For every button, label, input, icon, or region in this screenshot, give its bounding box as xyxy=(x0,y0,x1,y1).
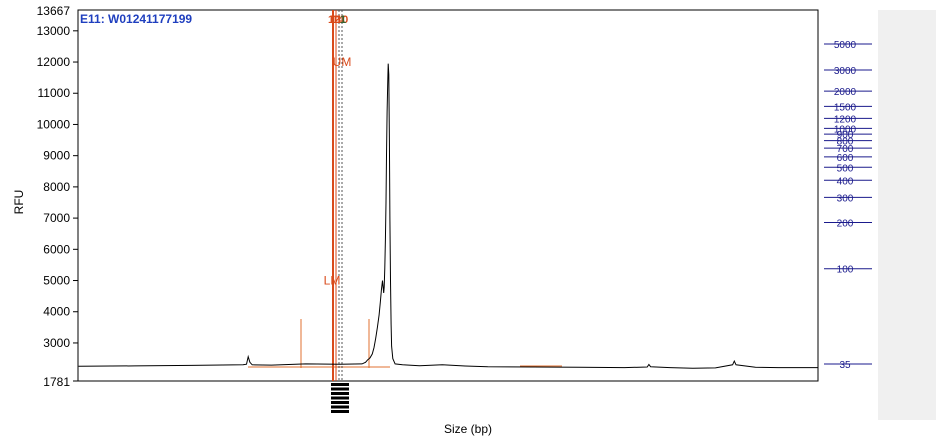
ladder-label: 800 xyxy=(837,137,854,148)
ladder-label: 500 xyxy=(837,163,854,174)
y-max-label: 13667 xyxy=(37,4,71,18)
ladder-label: 400 xyxy=(837,176,854,187)
peak-number-label: 14 xyxy=(332,14,345,26)
y-tick-label: 3000 xyxy=(43,336,70,350)
series-line xyxy=(78,63,818,369)
ladder-label: 700 xyxy=(837,144,854,155)
peak-number-label: 12 xyxy=(328,14,340,26)
ladder-label: 200 xyxy=(837,219,854,230)
y-min-label: 1781 xyxy=(43,375,70,389)
ladder-label: 35 xyxy=(839,360,851,371)
y-tick-label: 6000 xyxy=(43,242,70,256)
x-tick-label-cluster xyxy=(331,401,349,404)
y-tick-label: 7000 xyxy=(43,211,70,225)
x-tick-label-cluster xyxy=(331,410,349,413)
peak-number-label: 1 xyxy=(340,14,346,26)
peak-number-label: 10 xyxy=(336,14,348,26)
ladder-label: 1500 xyxy=(834,102,857,113)
y-tick-label: 10000 xyxy=(37,117,71,131)
marker-label-lm: LM xyxy=(324,274,341,288)
ladder-label: 5000 xyxy=(834,40,857,51)
y-tick-label: 13000 xyxy=(37,24,71,38)
ladder-label: 1000 xyxy=(834,124,857,135)
side-panel xyxy=(878,10,936,420)
ladder-label: 100 xyxy=(837,265,854,276)
ladder-label: 600 xyxy=(837,153,854,164)
ladder-label: 3000 xyxy=(834,66,857,77)
x-tick-label-cluster xyxy=(331,387,349,391)
chart-title: E11: W01241177199 xyxy=(80,12,193,26)
marker-label-um: UM xyxy=(333,55,352,69)
x-tick-label-cluster xyxy=(331,405,349,409)
y-tick-label: 12000 xyxy=(37,55,71,69)
x-tick-label-cluster xyxy=(331,392,349,395)
x-tick-label-cluster xyxy=(331,396,349,400)
plot-frame xyxy=(77,9,819,382)
y-tick-label: 9000 xyxy=(43,149,70,163)
y-tick-label: 11000 xyxy=(38,86,71,100)
ladder-label: 2000 xyxy=(834,87,857,98)
y-tick-label: 8000 xyxy=(43,180,70,194)
x-tick-label-cluster xyxy=(331,383,349,386)
y-tick-label: 5000 xyxy=(43,274,70,288)
y-axis-label: RFU xyxy=(12,189,26,215)
y-tick-label: 4000 xyxy=(43,305,70,319)
ladder-label: 1200 xyxy=(834,114,857,125)
x-axis-label: Size (bp) xyxy=(443,422,493,436)
electropherogram-chart: 3000400050006000700080009000100001100012… xyxy=(37,4,872,413)
ladder-label: 300 xyxy=(837,193,854,204)
ladder-label: 900 xyxy=(837,130,854,141)
